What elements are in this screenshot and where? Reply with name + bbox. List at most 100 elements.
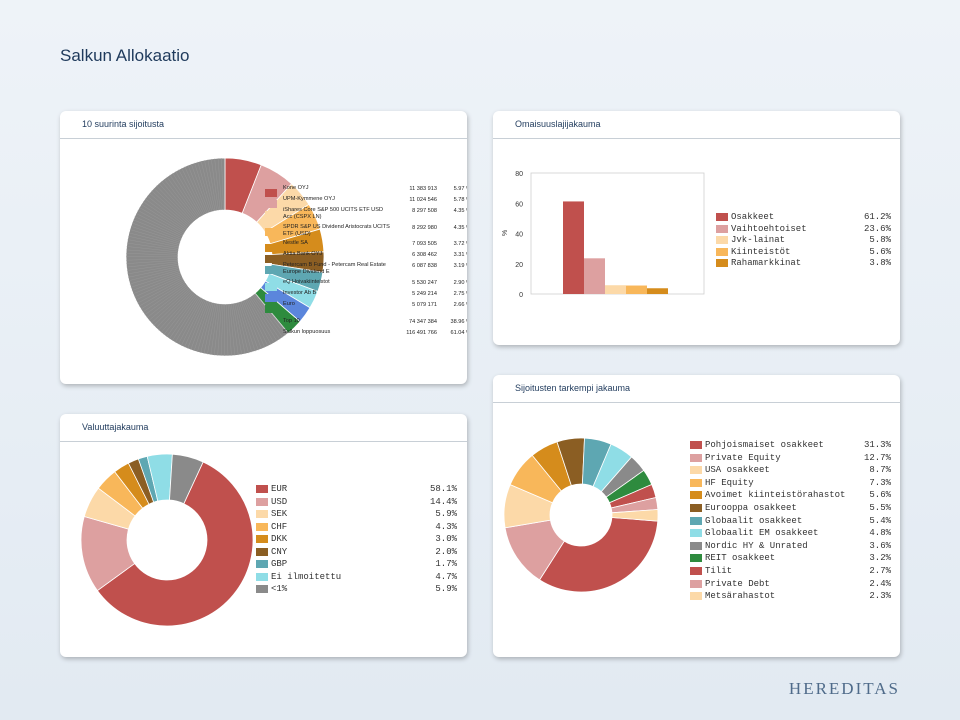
legend-label: SEK <box>271 509 288 519</box>
y-tick-label: 60 <box>515 201 523 208</box>
legend-pct: 3.19 % <box>453 263 467 269</box>
legend-pct: 4.35 % <box>453 225 467 231</box>
legend-swatch <box>265 228 277 236</box>
y-tick-label: 40 <box>515 232 523 239</box>
total-pct: 38.96 % <box>450 319 467 325</box>
legend-swatch <box>690 579 702 588</box>
legend-value: 11 024 546 <box>409 197 437 203</box>
legend-swatch <box>265 283 277 291</box>
legend-swatch <box>265 255 277 263</box>
legend-pct: 5.9% <box>435 509 457 519</box>
asset-legend-row: Osakkeet 61.2% <box>716 212 891 223</box>
legend-label: USA osakkeet <box>705 465 770 476</box>
page-title: Salkun Allokaatio <box>60 46 190 65</box>
y-tick-label: 0 <box>519 292 523 299</box>
legend-pct: 5.4% <box>869 515 891 526</box>
bar-Kiinteistöt <box>626 285 647 294</box>
detail-legend-row: Private Debt 2.4% <box>690 579 895 590</box>
legend-value: 7 093 505 <box>412 241 437 247</box>
legend-pct: 2.4% <box>869 578 891 589</box>
top10-legend-row: SPDR S&P US Dividend Aristocrats UCITS E… <box>265 224 467 240</box>
top10-title: 10 suurinta sijoitusta <box>82 119 165 129</box>
legend-pct: 58.1% <box>429 484 457 494</box>
detail-legend: Pohjoismaiset osakkeet 31.3% Private Equit… <box>690 440 895 605</box>
legend-swatch <box>265 211 277 219</box>
legend-pct: 3.31 % <box>453 252 467 258</box>
detail-legend-row: Globaalit EM osakkeet 4.8% <box>690 528 895 539</box>
legend-pct: 2.3% <box>869 591 891 602</box>
top10-legend-row: iShares Core S&P 500 UCITS ETF USD Acc (… <box>265 207 467 223</box>
legend-pct: 4.8% <box>869 528 891 539</box>
legend-name: iShares Core S&P 500 UCITS ETF USD Acc (… <box>283 207 383 220</box>
legend-value: 8 297 508 <box>412 208 437 214</box>
divider <box>60 138 467 139</box>
top10-legend-row: Aktia Bank OYJ 6 308 462 3.31 % <box>265 251 467 267</box>
y-tick-label: 80 <box>515 171 523 178</box>
currency-slice-0 <box>96 461 254 627</box>
legend-swatch <box>690 441 702 449</box>
legend-value: 5 079 171 <box>412 302 437 308</box>
legend-swatch <box>256 485 268 493</box>
legend-pct: 2.0% <box>435 546 457 557</box>
legend-pct: 3.6% <box>869 540 891 551</box>
detail-donut <box>503 437 659 593</box>
currency-legend: EUR 58.1% USD 14.4% SEK 5.9% CHF 4.3% DKK 3.0% CNY… <box>256 484 461 604</box>
currency-legend-row: CHF 4.3% <box>256 522 461 533</box>
divider <box>60 441 467 442</box>
total-value: 74 347 384 <box>409 319 437 325</box>
legend-label: <1% <box>271 584 288 594</box>
legend-label: Eurooppa osakkeet <box>705 503 797 513</box>
detail-legend-row: Metsärahastot 2.3% <box>690 591 895 602</box>
asset-legend: Osakkeet 61.2% Vaihtoehtoiset 23.6% Jvk-lain… <box>716 212 891 272</box>
top10-total-row: Top 10 74 347 384 38.96 % <box>265 318 467 328</box>
legend-swatch <box>265 294 277 302</box>
legend-label: Globaalit EM osakkeet <box>705 528 819 539</box>
total-value: 116 491 766 <box>406 330 437 336</box>
legend-pct: 1.7% <box>435 559 457 569</box>
legend-swatch <box>256 535 268 543</box>
legend-value: 5 530 247 <box>412 280 437 286</box>
top10-legend: Kone OYJ 11 383 913 5.97 % UPM-Kymmene OYJ 1… <box>265 185 467 375</box>
legend-label: USD <box>271 496 288 507</box>
detail-legend-row: Pohjoismaiset osakkeet 31.3% <box>690 440 895 451</box>
currency-donut <box>80 453 254 627</box>
legend-pct: 2.7% <box>869 566 891 576</box>
asset-legend-row: Jvk-lainat 5.8% <box>716 235 891 246</box>
legend-swatch <box>716 224 728 233</box>
legend-name: Petercam B Fund - Petercam Real Estate E… <box>283 262 386 275</box>
currency-legend-row: SEK 5.9% <box>256 509 461 520</box>
legend-pct: 8.7% <box>869 465 891 476</box>
currency-legend-row: DKK 3.0% <box>256 534 461 545</box>
legend-swatch <box>690 592 702 601</box>
legend-swatch <box>690 491 702 500</box>
top10-legend-row: Nestle SA 7 093 505 3.72 % <box>265 240 467 256</box>
legend-swatch <box>256 585 268 593</box>
legend-pct: 3.0% <box>435 534 457 544</box>
legend-swatch <box>716 259 728 267</box>
legend-label: DKK <box>271 534 288 544</box>
detail-legend-row: Eurooppa osakkeet 5.5% <box>690 503 895 514</box>
legend-name: SPDR S&P US Dividend Aristocrats UCITS E… <box>283 224 390 237</box>
currency-legend-row: GBP 1.7% <box>256 559 461 570</box>
legend-swatch <box>256 547 268 556</box>
legend-swatch <box>265 244 277 252</box>
detail-legend-row: Avoimet kiinteistörahastot 5.6% <box>690 490 895 501</box>
legend-swatch <box>265 305 277 313</box>
legend-label: CNY <box>271 546 288 557</box>
legend-pct: 5.6% <box>869 490 891 501</box>
currency-slice-8 <box>169 453 204 505</box>
detail-card: Sijoitusten tarkempi jakauma Pohjoismais… <box>493 375 900 657</box>
legend-label: Jvk-lainat <box>731 235 786 245</box>
legend-label: REIT osakkeet <box>705 553 776 564</box>
legend-name: UPM-Kymmene OYJ <box>283 196 335 202</box>
legend-label: HF Equity <box>705 477 754 488</box>
legend-pct: 2.90 % <box>453 280 467 286</box>
legend-swatch <box>690 541 702 550</box>
legend-name: Euro <box>283 301 295 307</box>
currency-legend-row: Ei ilmoitettu 4.7% <box>256 572 461 583</box>
legend-name: Kone OYJ <box>283 185 309 191</box>
legend-pct: 2.66 % <box>453 302 467 308</box>
top10-card: 10 suurinta sijoitusta Kone OYJ 11 383 91… <box>60 111 467 384</box>
top10-legend-row: Kone OYJ 11 383 913 5.97 % <box>265 185 467 201</box>
asset-legend-row: Vaihtoehtoiset 23.6% <box>716 224 891 235</box>
